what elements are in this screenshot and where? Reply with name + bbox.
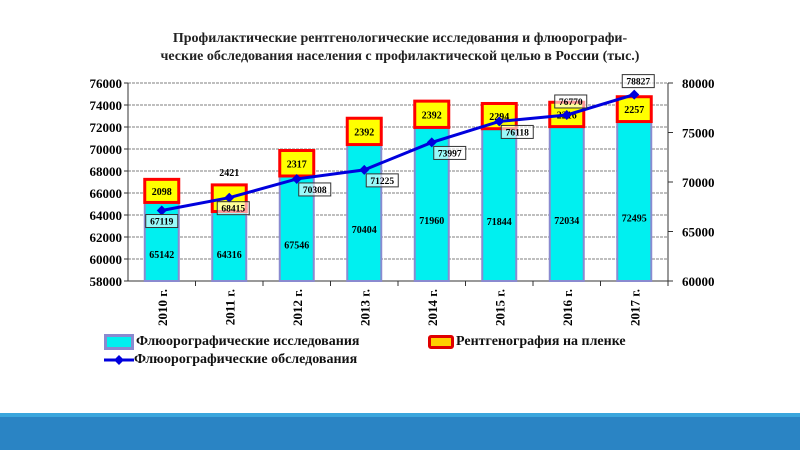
right-tick-label: 60000 <box>682 274 715 289</box>
x-tick-label: 2013 г. <box>357 289 372 326</box>
line-value-box <box>433 145 467 160</box>
bar-value-label: 2421 <box>219 168 239 179</box>
bar-value-label: 2392 <box>354 127 374 138</box>
left-tick-label: 72000 <box>90 120 123 135</box>
line-value-box <box>298 182 332 197</box>
x-tick-label: 2016 г. <box>560 289 575 326</box>
line-point <box>629 89 640 100</box>
line-value-label: 70308 <box>303 186 327 196</box>
legend-swatch-yellow <box>428 335 454 349</box>
chart-title: Профилактические рентгенологические иссл… <box>100 30 700 66</box>
legend-label: Флюорографические обследования <box>134 352 358 367</box>
x-tick-label: 2014 г. <box>425 289 440 326</box>
line-value-box <box>365 173 399 188</box>
line-value-label: 76118 <box>506 128 529 138</box>
x-tick-label: 2017 г. <box>627 289 642 326</box>
line-point <box>291 173 302 184</box>
legend-label: Рентгенография на пленке <box>456 334 626 349</box>
line-value-box <box>554 94 588 109</box>
bar-fluoro-research <box>616 120 653 283</box>
bar-fluoro-research <box>481 127 518 282</box>
line-point <box>426 137 437 148</box>
bar-film-radiography <box>615 95 653 124</box>
line-point <box>494 116 505 127</box>
line-point <box>561 109 572 120</box>
legend-item-fluoro-research: Флюорографические исследования <box>104 334 359 350</box>
legend-swatch-cyan <box>104 334 134 350</box>
bar-value-label: 71960 <box>419 216 444 227</box>
line-value-box <box>216 201 250 216</box>
right-tick-label: 70000 <box>682 175 715 190</box>
x-tick-label: 2011 г. <box>222 289 237 325</box>
legend-line-marker-icon <box>104 355 134 365</box>
line-point <box>156 205 167 216</box>
legend-item-film-radiography: Рентгенография на пленке <box>428 334 626 350</box>
line-point <box>224 192 235 203</box>
left-tick-label: 70000 <box>90 142 123 157</box>
x-tick-label: 2010 г. <box>155 289 170 326</box>
bar-value-label: 71844 <box>487 217 512 228</box>
legend-label: Флюорографические исследования <box>136 334 360 349</box>
line-value-label: 76770 <box>559 98 583 108</box>
bar-value-label: 72495 <box>622 213 647 224</box>
bar-value-label: 72034 <box>554 216 579 227</box>
x-tick-label: 2015 г. <box>492 289 507 326</box>
left-tick-label: 68000 <box>90 164 123 179</box>
right-tick-label: 75000 <box>682 126 715 141</box>
legend-item-fluoro-exams: Флюорографические обследования <box>104 352 357 368</box>
line-value-label: 73997 <box>438 149 462 159</box>
bar-fluoro-research <box>548 125 585 282</box>
footer-band <box>0 417 800 450</box>
right-tick-label: 65000 <box>682 225 715 240</box>
bar-film-radiography <box>345 116 383 147</box>
left-tick-label: 62000 <box>90 230 123 245</box>
bar-value-label: 2098 <box>152 187 172 198</box>
right-tick-label: 80000 <box>682 76 715 91</box>
x-tick-label: 2012 г. <box>290 289 305 326</box>
footer-accent-line <box>0 413 800 417</box>
line-value-label: 71225 <box>370 177 394 187</box>
line-value-box <box>500 124 534 139</box>
bar-value-label: 2392 <box>422 110 442 121</box>
line-value-label: 78827 <box>626 78 650 88</box>
chart-title-line-1: Профилактические рентгенологические иссл… <box>172 31 628 46</box>
left-tick-label: 58000 <box>90 274 123 289</box>
left-tick-label: 66000 <box>90 186 123 201</box>
bar-value-label: 67546 <box>284 240 309 251</box>
line-value-box <box>621 74 655 89</box>
left-tick-label: 76000 <box>90 76 123 91</box>
bar-film-radiography <box>143 177 181 204</box>
line-value-label: 68415 <box>221 205 245 215</box>
line-point <box>359 164 370 175</box>
bar-fluoro-research <box>211 210 248 282</box>
bar-value-label: 2317 <box>287 159 307 170</box>
series-line-fluoro-exams <box>161 93 635 212</box>
bar-value-label: 70404 <box>352 225 377 236</box>
left-tick-label: 64000 <box>90 208 123 223</box>
bar-value-label: 65142 <box>149 250 174 261</box>
bar-fluoro-research <box>413 126 450 282</box>
bar-film-radiography <box>278 149 316 178</box>
bar-film-radiography <box>413 99 451 129</box>
chart-title-line-2: ческие обследования населения с профилак… <box>160 49 640 64</box>
line-value-box <box>145 214 179 229</box>
left-tick-label: 60000 <box>90 252 123 267</box>
bar-value-label: 2257 <box>624 105 644 116</box>
left-tick-label: 74000 <box>90 98 123 113</box>
line-value-label: 67119 <box>150 218 173 228</box>
bar-value-label: 64316 <box>217 250 242 261</box>
